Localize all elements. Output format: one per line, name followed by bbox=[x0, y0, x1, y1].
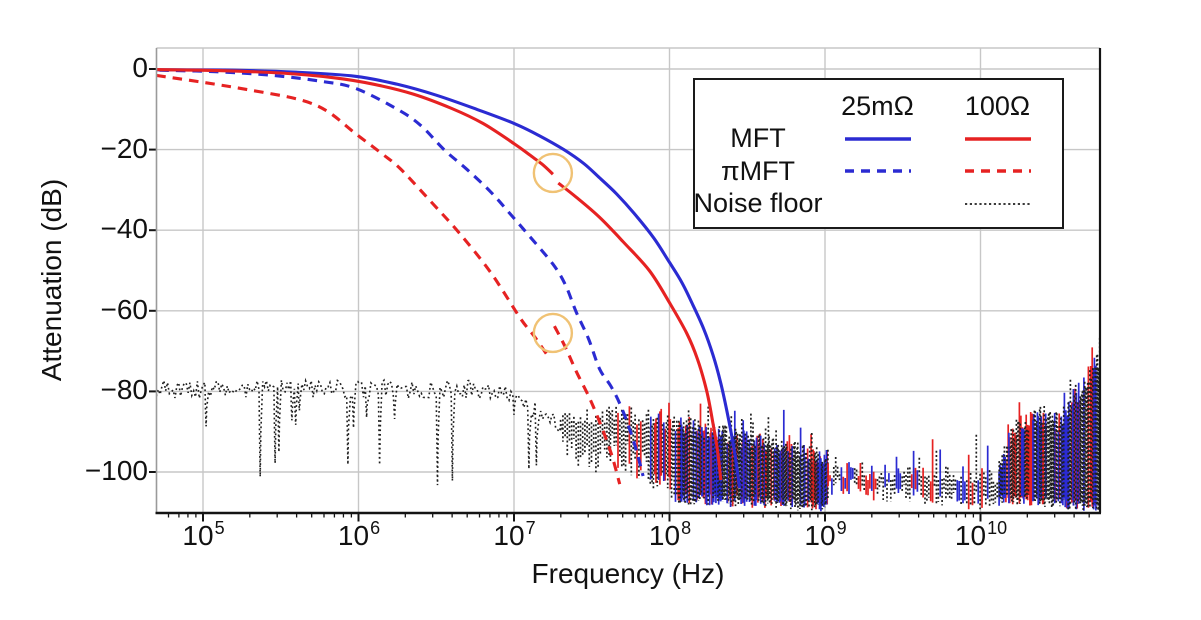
x-axis-title: Frequency (Hz) bbox=[531, 558, 725, 589]
legend-header-100ohm: 100Ω bbox=[964, 90, 1031, 121]
y-axis-title: Attenuation (dB) bbox=[36, 178, 67, 382]
y-tick-label--80: −80 bbox=[100, 374, 149, 406]
legend-empty-cell bbox=[821, 188, 934, 221]
legend-swatch-pimft-100ohm bbox=[963, 167, 1033, 175]
legend-corner-cell bbox=[695, 90, 821, 123]
curve bbox=[557, 181, 723, 481]
x-tick-label-10e10: 1010 bbox=[954, 518, 1008, 551]
x-tick-label-10e6: 106 bbox=[337, 518, 381, 551]
legend: 25mΩ 100Ω MFT πMFT Noise floor bbox=[693, 78, 1064, 229]
curve bbox=[159, 68, 645, 477]
curve bbox=[156, 68, 742, 489]
legend-swatch-mft-100ohm bbox=[963, 135, 1033, 143]
x-tick-label-10e8: 108 bbox=[648, 518, 692, 551]
curve bbox=[156, 68, 554, 176]
y-tick-label--40: −40 bbox=[100, 213, 149, 245]
legend-swatch-pimft-25mohm bbox=[843, 167, 913, 175]
x-tick-label-10e7: 107 bbox=[493, 518, 536, 551]
highlight-circle bbox=[532, 152, 574, 194]
y-tick-label-0: 0 bbox=[132, 52, 148, 84]
curve bbox=[156, 73, 548, 356]
noise-region bbox=[156, 337, 1100, 512]
x-tick-label-10e5: 105 bbox=[182, 518, 225, 551]
y-tick-label--100: −100 bbox=[84, 455, 148, 487]
legend-header-25mohm: 25mΩ bbox=[841, 90, 914, 121]
highlight-circle bbox=[532, 312, 574, 354]
legend-label-pimft: πMFT bbox=[720, 155, 796, 186]
y-tick-label--20: −20 bbox=[100, 132, 149, 164]
legend-swatch-noise-floor bbox=[963, 200, 1033, 208]
y-tick-label--60: −60 bbox=[100, 293, 149, 325]
legend-label-mft: MFT bbox=[730, 123, 786, 154]
noise-floor-trace bbox=[156, 377, 564, 486]
curves bbox=[156, 68, 742, 489]
legend-label-noise-floor: Noise floor bbox=[693, 188, 823, 219]
legend-swatch-mft-25mohm bbox=[843, 135, 913, 143]
x-tick-label-10e9: 109 bbox=[804, 518, 847, 551]
